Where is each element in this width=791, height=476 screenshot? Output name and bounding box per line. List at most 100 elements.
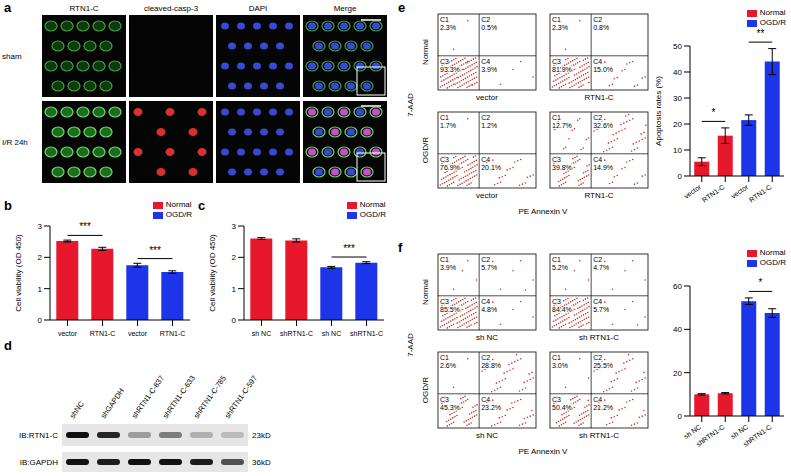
svg-text:RTN1-C: RTN1-C: [160, 330, 186, 336]
svg-text:C43.9%: C43.9%: [481, 58, 497, 73]
svg-text:sh RTN1-C: sh RTN1-C: [579, 333, 619, 342]
svg-text:sh NC: sh NC: [476, 333, 498, 342]
svg-text:shRTN1-C: shRTN1-C: [350, 330, 383, 336]
svg-text:C381.9%: C381.9%: [552, 58, 572, 73]
svg-text:C225.5%: C225.5%: [593, 354, 613, 369]
svg-text:40: 40: [673, 325, 682, 334]
svg-text:C12.3%: C12.3%: [552, 16, 568, 31]
svg-text:RTN1-C: RTN1-C: [584, 191, 613, 200]
svg-text:sh NC: sh NC: [476, 431, 498, 440]
svg-text:shRTN1-C: shRTN1-C: [280, 330, 313, 336]
svg-text:RTN1-C: RTN1-C: [69, 4, 98, 13]
svg-text:PE Annexin V: PE Annexin V: [519, 207, 569, 216]
svg-text:vector: vector: [128, 330, 148, 336]
svg-text:Apoptosis rates (%): Apoptosis rates (%): [654, 76, 663, 146]
svg-text:2: 2: [232, 253, 237, 262]
svg-text:C415.0%: C415.0%: [593, 58, 613, 73]
svg-text:shRTN1-C: shRTN1-C: [742, 423, 773, 448]
svg-text:Merge: Merge: [334, 4, 357, 13]
svg-text:C421.2%: C421.2%: [593, 396, 613, 411]
svg-text:C12.3%: C12.3%: [440, 16, 456, 31]
svg-text:C44.8%: C44.8%: [481, 298, 497, 313]
svg-text:RTN1-C: RTN1-C: [90, 330, 116, 336]
svg-text:C414.9%: C414.9%: [593, 156, 613, 171]
svg-text:Normal: Normal: [421, 39, 430, 65]
svg-text:Cell viability (OD 450): Cell viability (OD 450): [208, 234, 217, 312]
svg-text:C384.4%: C384.4%: [552, 298, 572, 313]
svg-text:C13.0%: C13.0%: [552, 354, 568, 369]
svg-text:C24.7%: C24.7%: [593, 256, 609, 271]
svg-text:I/R 24h: I/R 24h: [2, 138, 28, 147]
svg-text:Normal: Normal: [421, 279, 430, 305]
svg-text:3: 3: [232, 222, 237, 231]
svg-text:C385.5%: C385.5%: [440, 298, 460, 313]
svg-text:C20.8%: C20.8%: [593, 16, 609, 31]
svg-text:7-AAD: 7-AAD: [406, 333, 415, 357]
svg-text:0: 0: [38, 316, 43, 325]
svg-text:DAPI: DAPI: [249, 4, 268, 13]
svg-text:C393.3%: C393.3%: [440, 58, 460, 73]
svg-text:sh NC: sh NC: [682, 423, 702, 440]
svg-text:2: 2: [38, 253, 43, 262]
svg-text:C45.7%: C45.7%: [593, 298, 609, 313]
svg-text:b: b: [4, 198, 12, 213]
svg-text:23kD: 23kD: [252, 431, 271, 440]
svg-text:C345.3%: C345.3%: [440, 396, 460, 411]
svg-text:7-AAD: 7-AAD: [406, 93, 415, 117]
svg-text:RTN1-C: RTN1-C: [584, 93, 613, 102]
svg-text:vector: vector: [476, 93, 498, 102]
svg-text:C20.5%: C20.5%: [481, 16, 497, 31]
svg-text:20: 20: [673, 120, 682, 129]
svg-text:vector: vector: [730, 183, 750, 200]
svg-text:PE Annexin V: PE Annexin V: [519, 447, 569, 456]
svg-text:sh NC: sh NC: [729, 423, 749, 440]
svg-text:IB:GAPDH: IB:GAPDH: [20, 458, 58, 467]
svg-text:C12.6%: C12.6%: [440, 354, 456, 369]
svg-text:*: *: [759, 277, 763, 288]
svg-text:shGAPDH: shGAPDH: [99, 387, 126, 420]
svg-text:10: 10: [673, 146, 682, 155]
svg-text:vector: vector: [58, 330, 78, 336]
svg-text:OGD/R: OGD/R: [421, 377, 430, 403]
svg-text:e: e: [398, 0, 405, 15]
svg-text:C11.7%: C11.7%: [440, 114, 456, 129]
svg-text:OGD/R: OGD/R: [421, 137, 430, 163]
svg-text:shRTN1-C: shRTN1-C: [695, 423, 726, 448]
svg-text:shRTN1-C-785: shRTN1-C-785: [192, 374, 228, 420]
svg-text:a: a: [4, 0, 12, 15]
svg-text:36kD: 36kD: [252, 458, 271, 467]
svg-text:vector: vector: [683, 183, 703, 200]
svg-text:RTN1-C: RTN1-C: [748, 183, 773, 203]
svg-text:RTN1-C: RTN1-C: [701, 183, 726, 203]
svg-text:f: f: [398, 240, 403, 255]
svg-text:***: ***: [149, 245, 161, 256]
svg-text:20: 20: [673, 369, 682, 378]
svg-text:1: 1: [38, 285, 43, 294]
svg-text:vector: vector: [476, 191, 498, 200]
svg-text:C228.8%: C228.8%: [481, 354, 501, 369]
svg-text:30: 30: [673, 94, 682, 103]
svg-text:50: 50: [673, 42, 682, 51]
svg-text:C376.9%: C376.9%: [440, 156, 460, 171]
svg-text:0: 0: [678, 172, 683, 181]
svg-text:c: c: [198, 198, 205, 213]
svg-text:***: ***: [343, 243, 355, 254]
svg-text:C339.8%: C339.8%: [552, 156, 572, 171]
svg-text:0: 0: [678, 412, 683, 421]
svg-text:C15.2%: C15.2%: [552, 256, 568, 271]
svg-text:sh NC: sh NC: [322, 330, 341, 336]
svg-text:C112.7%: C112.7%: [552, 114, 572, 129]
svg-text:d: d: [4, 338, 12, 353]
svg-text:***: ***: [79, 221, 91, 232]
svg-text:shRTN1-C-633: shRTN1-C-633: [161, 374, 197, 420]
svg-text:**: **: [757, 28, 765, 39]
svg-text:1: 1: [232, 285, 237, 294]
svg-text:C420.1%: C420.1%: [481, 156, 501, 171]
svg-text:shRTN1-C-837: shRTN1-C-837: [130, 374, 166, 420]
svg-text:sh NC: sh NC: [252, 330, 271, 336]
svg-text:60: 60: [673, 282, 682, 291]
svg-text:C232.6%: C232.6%: [593, 114, 613, 129]
svg-text:40: 40: [673, 68, 682, 77]
svg-text:shNC: shNC: [68, 399, 86, 420]
svg-text:cleaved-casp-3: cleaved-casp-3: [144, 4, 199, 13]
